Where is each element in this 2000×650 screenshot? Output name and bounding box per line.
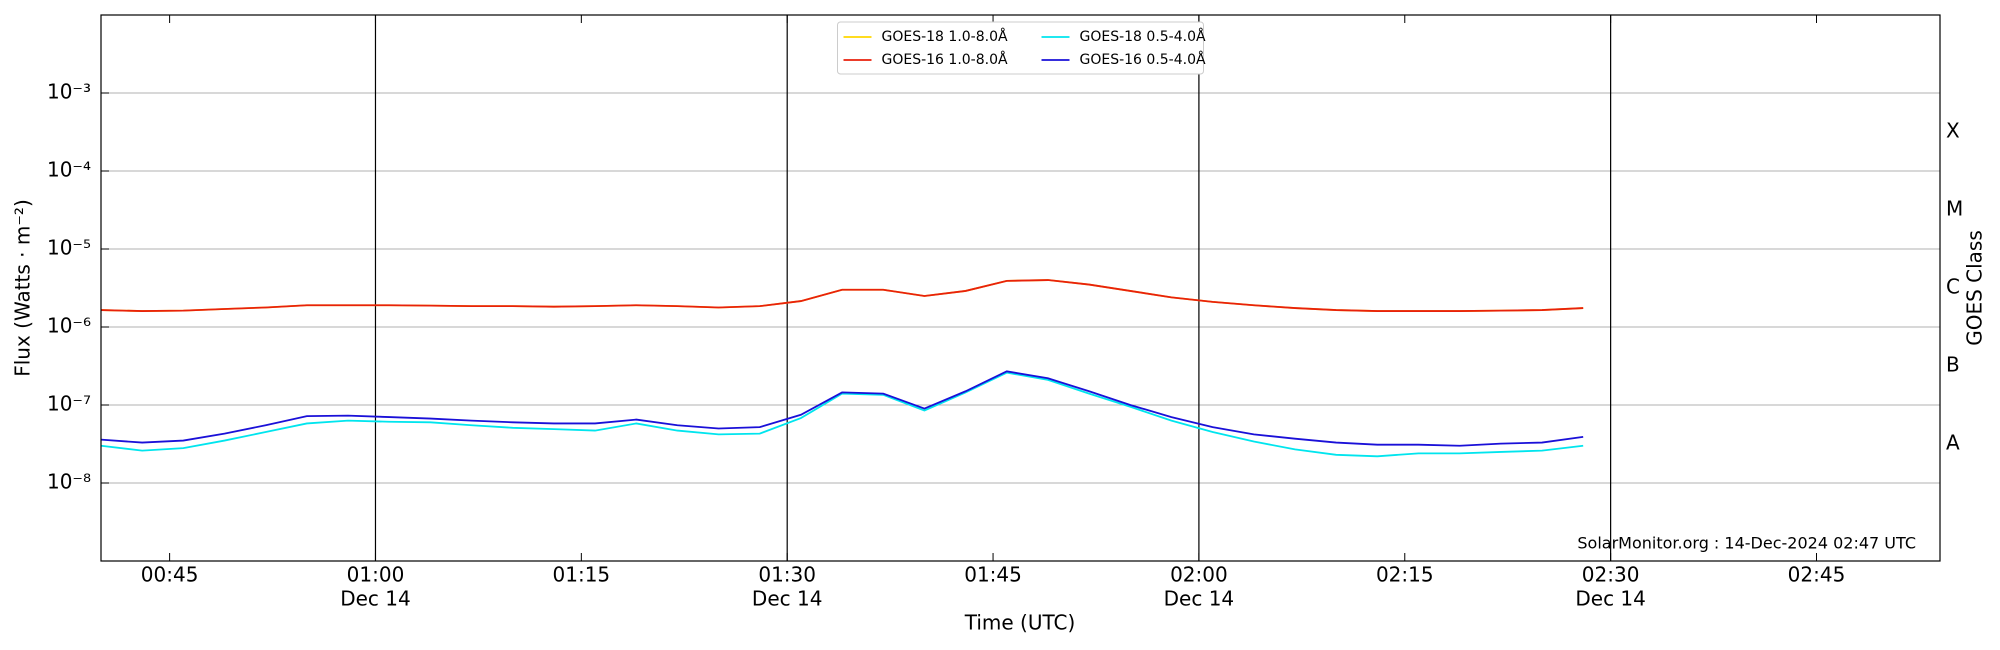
x-tick-label: Dec 14 xyxy=(1575,587,1646,611)
y-tick-label: 10⁻⁴ xyxy=(47,158,91,182)
series-line xyxy=(100,370,1584,447)
y-tick-label: 10⁻⁸ xyxy=(47,470,91,494)
x-tick-label: 02:15 xyxy=(1376,563,1434,587)
y2-tick-label: C xyxy=(1946,275,1960,299)
legend-label: GOES-18 0.5-4.0Å xyxy=(1080,28,1206,45)
x-axis-label: Time (UTC) xyxy=(964,611,1076,635)
legend-label: GOES-16 0.5-4.0Å xyxy=(1080,51,1206,68)
x-tick-label: 01:00 xyxy=(347,563,405,587)
y2-axis-label: GOES Class xyxy=(1963,230,1987,346)
y2-tick-label: B xyxy=(1946,353,1960,377)
y-tick-label: 10⁻⁷ xyxy=(47,392,91,416)
y-tick-label: 10⁻⁵ xyxy=(47,236,91,260)
y-axis-label: Flux (Watts · m⁻²) xyxy=(11,199,35,377)
legend-box xyxy=(837,21,1204,75)
y-tick-label: 10⁻³ xyxy=(47,80,91,104)
x-tick-label: 02:00 xyxy=(1170,563,1228,587)
series-line xyxy=(100,371,1584,458)
x-tick-label: Dec 14 xyxy=(1164,587,1235,611)
x-tick-label: 01:45 xyxy=(964,563,1022,587)
legend-label: GOES-16 1.0-8.0Å xyxy=(882,51,1008,68)
y2-tick-label: M xyxy=(1946,197,1963,221)
series-line xyxy=(100,279,1584,312)
x-tick-label: 01:15 xyxy=(553,563,611,587)
series-line xyxy=(100,279,1584,312)
plot-frame xyxy=(100,14,1941,562)
x-tick-label: Dec 14 xyxy=(752,587,823,611)
x-tick-label: Dec 14 xyxy=(340,587,411,611)
x-tick-label: 02:45 xyxy=(1788,563,1846,587)
legend-label: GOES-18 1.0-8.0Å xyxy=(882,28,1008,45)
y2-tick-label: A xyxy=(1946,431,1960,455)
legend: GOES-18 1.0-8.0Å GOES-16 1.0-8.0Å GOES-18 … xyxy=(837,21,1206,75)
annotation: SolarMonitor.org : 14-Dec-2024 02:47 UTC xyxy=(1577,534,1916,553)
y2-tick-label: X xyxy=(1946,119,1960,143)
y-tick-label: 10⁻⁶ xyxy=(47,314,91,338)
x-tick-label: 00:45 xyxy=(141,563,199,587)
x-tick-label: 01:30 xyxy=(758,563,816,587)
x-tick-label: 02:30 xyxy=(1582,563,1640,587)
